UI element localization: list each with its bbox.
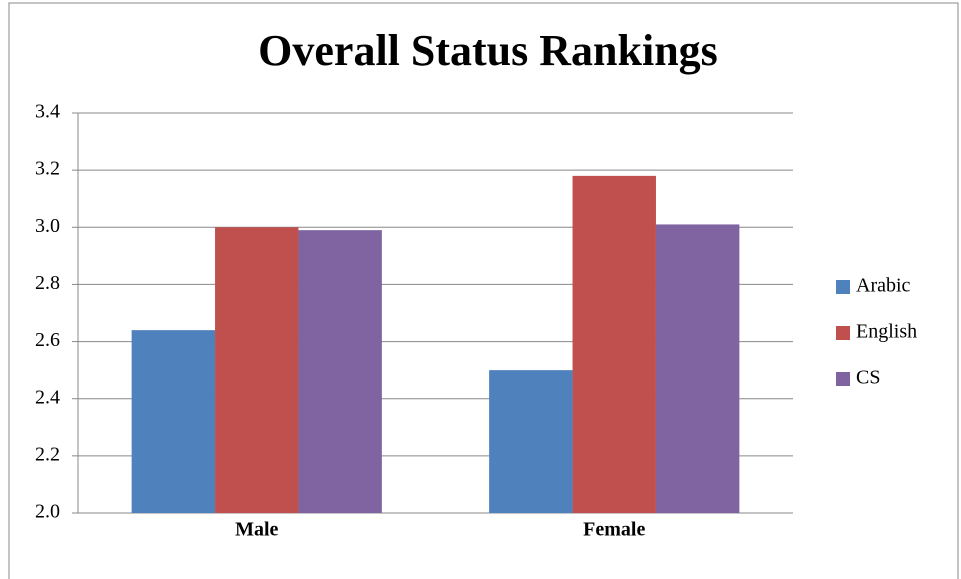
y-tick-label: 2.4	[35, 386, 60, 408]
bar	[489, 370, 573, 513]
x-tick-label: Male	[235, 519, 278, 541]
legend-label: English	[856, 321, 917, 343]
bar	[298, 230, 382, 513]
x-tick-label: Female	[583, 519, 645, 541]
y-tick-label: 2.8	[35, 272, 60, 294]
chart-title: Overall Status Rankings	[258, 26, 718, 75]
y-tick-label: 2.0	[35, 501, 60, 523]
bar	[215, 227, 299, 514]
legend-swatch	[836, 372, 850, 386]
y-tick-label: 2.2	[35, 443, 60, 465]
legend-label: Arabic	[856, 275, 911, 297]
bar	[572, 175, 656, 513]
y-tick-label: 2.6	[35, 329, 60, 351]
legend-label: CS	[856, 367, 880, 389]
legend-swatch	[836, 326, 850, 340]
y-tick-label: 3.0	[35, 215, 60, 237]
bar	[655, 224, 740, 513]
legend-swatch	[836, 280, 850, 294]
bar	[131, 330, 216, 513]
y-tick-label: 3.2	[35, 158, 60, 180]
y-tick-label: 3.4	[35, 101, 60, 123]
